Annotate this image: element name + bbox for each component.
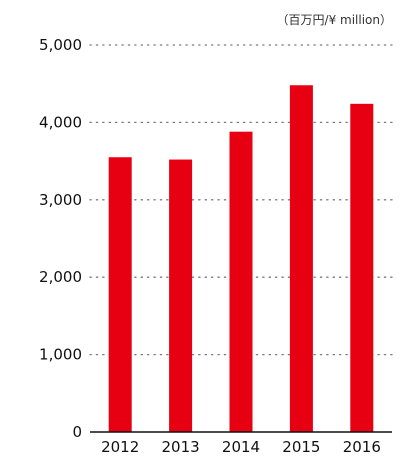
y-tick-label: 1,000 [39, 346, 82, 364]
bar-2016 [350, 103, 374, 432]
bars [108, 85, 374, 433]
x-tick-label: 2016 [343, 438, 381, 456]
x-tick-label: 2012 [101, 438, 139, 456]
bar-2013 [169, 159, 193, 432]
x-axis-ticks: 2012 2013 2014 2015 2016 [101, 438, 381, 456]
x-tick-label: 2014 [222, 438, 260, 456]
bar-2012 [108, 157, 132, 433]
y-tick-label: 2,000 [39, 268, 82, 286]
y-tick-label: 3,000 [39, 191, 82, 209]
x-tick-label: 2015 [282, 438, 320, 456]
bar-2015 [289, 85, 313, 433]
y-tick-label: 0 [72, 423, 82, 441]
bar-2014 [229, 131, 253, 433]
x-tick-label: 2013 [162, 438, 200, 456]
y-tick-label: 4,000 [39, 113, 82, 131]
unit-label: （百万円/¥ million） [277, 13, 392, 27]
y-axis-ticks: 0 1,000 2,000 3,000 4,000 5,000 [39, 36, 82, 441]
y-tick-label: 5,000 [39, 36, 82, 54]
